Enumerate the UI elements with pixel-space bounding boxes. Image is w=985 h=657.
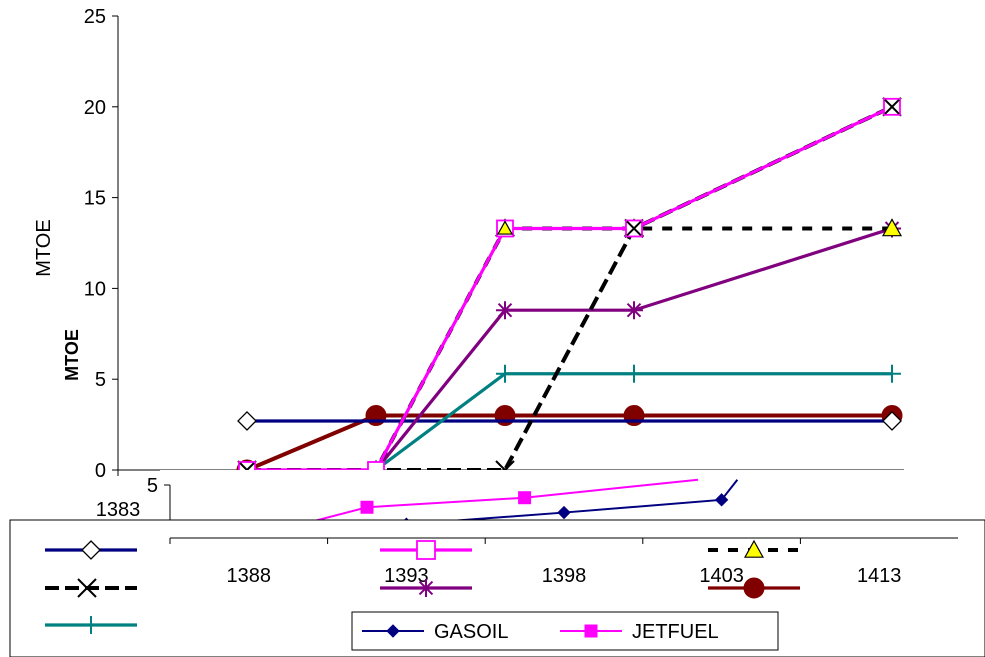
- inset-legend-label: JETFUEL: [632, 621, 719, 643]
- inset-series-marker: [360, 500, 374, 514]
- inset-legend-entry-1: JETFUEL: [560, 621, 719, 643]
- main-y-ticks: 0 5 10 15 20 25: [84, 6, 119, 482]
- main-legend-marker: [82, 616, 100, 634]
- main-legend-entry-2: [45, 578, 137, 598]
- inset-x-tick-label: 1388: [227, 565, 272, 587]
- inset-x-ticks: 1388 1393 1398 1403 1413: [169, 537, 958, 587]
- main-series-marker-overlay: [626, 220, 642, 237]
- main-series-marker-overlay: [496, 220, 514, 235]
- inset-series-marker: [557, 505, 571, 520]
- inset-plot: MTOE 0 5 1388 1393 1398 1403 1413 GASOIL JETFU…: [9, 329, 985, 657]
- main-legend-entry-1: [380, 540, 472, 560]
- main-legend-marker: [743, 577, 765, 599]
- inset-x-tick-label: 1398: [542, 565, 587, 587]
- inset-x-tick-label: 1403: [699, 565, 744, 587]
- inset-y-tick-label: 5: [147, 475, 158, 497]
- main-series-marker: [883, 364, 901, 383]
- main-legend-entry-0: [45, 540, 137, 560]
- main-series-4: [367, 219, 901, 479]
- main-series-marker: [881, 218, 903, 237]
- main-y-tick-label: 15: [84, 188, 106, 210]
- main-series-line: [247, 226, 892, 472]
- main-series-marker: [237, 411, 257, 431]
- main-series: [236, 97, 903, 481]
- inset-y-axis-label: MTOE: [62, 329, 82, 381]
- main-legend: [45, 539, 800, 634]
- main-series-marker: [882, 411, 902, 431]
- inset-legend-marker: [386, 624, 400, 638]
- main-series-marker: [625, 364, 643, 383]
- main-series-marker: [496, 364, 514, 383]
- main-series-line: [374, 226, 893, 472]
- inset-legend-entry-0: GASOIL: [362, 621, 508, 643]
- inset-legend-marker: [584, 624, 598, 638]
- main-series-marker: [625, 301, 643, 320]
- main-y-tick-label: 10: [84, 278, 106, 300]
- inset-x-tick-label: 1393: [384, 565, 429, 587]
- main-y-axis-label: MTOE: [33, 219, 55, 276]
- main-y-tick-label: 5: [95, 369, 106, 391]
- main-legend-entry-3: [708, 539, 800, 558]
- main-legend-marker: [416, 540, 436, 560]
- main-legend-entry-6: [708, 577, 800, 599]
- main-legend-marker: [417, 579, 435, 597]
- main-legend-marker: [743, 539, 765, 558]
- main-y-tick-label: 20: [84, 97, 106, 119]
- main-series-0: [237, 411, 902, 431]
- main-series-marker-overlay: [884, 99, 900, 115]
- main-series-marker: [496, 301, 514, 320]
- main-legend-marker: [77, 578, 97, 598]
- inset-legend-label: GASOIL: [434, 621, 508, 643]
- main-x-tick-label: 1383: [96, 499, 141, 521]
- main-legend-entry-4: [380, 579, 472, 597]
- main-y-tick-label: 25: [84, 6, 106, 28]
- main-legend-entry-5: [45, 616, 137, 634]
- inset-x-tick-label: 1413: [857, 565, 902, 587]
- main-series-line: [246, 413, 892, 472]
- main-y-tick-label: 0: [95, 460, 106, 482]
- inset-legend: GASOIL JETFUEL: [351, 611, 779, 651]
- main-legend-marker: [81, 540, 101, 560]
- inset-series-marker: [714, 493, 729, 507]
- inset-series-marker: [518, 491, 532, 505]
